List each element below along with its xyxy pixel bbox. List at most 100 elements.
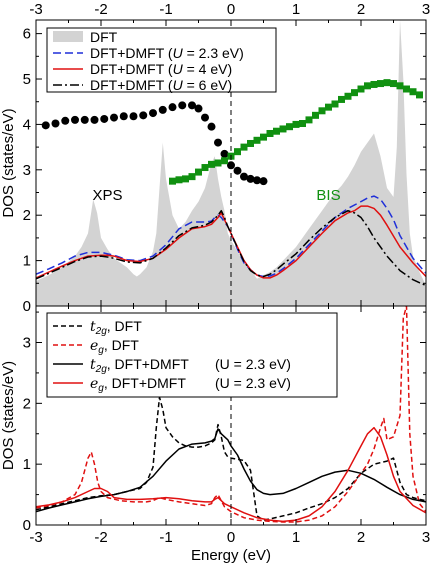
x-axis-title: Energy (eV) <box>191 547 271 564</box>
series-bis-point <box>377 80 384 88</box>
legend-symbol: t <box>90 357 96 373</box>
series-bis-point <box>286 123 293 131</box>
legend-label-text: , DFT+DMFT <box>104 375 186 391</box>
x-top-tick-label: -2 <box>94 1 107 18</box>
series-xps-point <box>41 121 50 130</box>
legend-label-var: U <box>173 45 184 61</box>
legend-label: DFT <box>90 29 118 45</box>
legend-label: t2g, DFT+DMFT (U = 2.3 eV) <box>90 356 291 375</box>
series-bis-point <box>188 173 196 181</box>
series-bis-point <box>390 80 397 88</box>
legend-subscript: g <box>98 345 104 356</box>
series-bis-point <box>370 80 378 88</box>
series-xps-point <box>240 172 248 181</box>
series-xps-point <box>71 115 79 124</box>
legend-box <box>46 27 277 93</box>
legend-label-text: , DFT <box>104 337 139 353</box>
series-bis-point <box>325 103 332 111</box>
x-tick-label: 0 <box>227 529 235 546</box>
legend-subscript: g <box>98 383 104 394</box>
series-bis-point <box>409 88 417 96</box>
series-bis-point <box>305 116 313 124</box>
legend-box <box>46 312 338 398</box>
series-bis-point <box>234 148 241 156</box>
legend-label: t2g, DFT <box>90 318 142 337</box>
annotation-xps: XPS <box>92 187 122 204</box>
series-bis-point <box>279 125 287 133</box>
y-tick-label: 6 <box>23 26 31 43</box>
legend-label-text: , DFT <box>107 318 142 334</box>
series-bis-point <box>175 176 183 184</box>
series-bis-point <box>351 89 358 97</box>
series-dft-dmft-u-6-ev--line <box>36 209 426 287</box>
legend-swatch <box>53 31 83 42</box>
annotation-bis: BIS <box>316 187 340 204</box>
y-axis-title: DOS (states/eV) <box>0 108 17 217</box>
series-xps-point <box>139 111 148 120</box>
series-xps-point <box>220 149 229 158</box>
series-xps-point <box>51 119 60 128</box>
legend-label: DFT+DMFT (U = 2.3 eV) <box>90 45 244 61</box>
legend-label: DFT+DMFT (U = 6 eV) <box>90 77 232 93</box>
x-tick-label: 2 <box>357 529 365 546</box>
x-top-tick-label: 2 <box>357 1 365 18</box>
series-xps-point <box>90 115 99 124</box>
legend-label-text: = 6 eV) <box>183 77 232 93</box>
series-bis-point <box>273 127 280 135</box>
legend-subscript: 2g <box>95 326 108 337</box>
series-bis-point <box>214 159 222 167</box>
x-tick-label: 1 <box>292 529 300 546</box>
series-bis-point <box>247 139 254 147</box>
x-tick-label: -1 <box>159 529 172 546</box>
series-xps-point <box>80 115 89 124</box>
x-top-tick-label: -3 <box>29 1 42 18</box>
legend-label-var: U <box>173 77 184 93</box>
legend-label-var: U <box>173 61 184 77</box>
series-xps-point <box>233 166 242 175</box>
legend-label-text: DFT+DMFT ( <box>90 61 173 77</box>
series-bis-point <box>208 160 215 168</box>
series-bis-point <box>383 79 391 87</box>
series-dft-area <box>36 20 426 306</box>
y-tick-label: 1 <box>23 253 31 270</box>
x-top-tick-label: -1 <box>159 1 172 18</box>
series-t2g-dft-line <box>36 396 426 521</box>
legend-label-text: DFT <box>90 29 118 45</box>
legend-param: (U = 2.3 eV) <box>215 356 291 372</box>
legend-label-text: = 4 eV) <box>183 61 232 77</box>
series-eg-dft-line <box>36 306 426 523</box>
y-tick-label: 3 <box>23 162 31 179</box>
series-xps-point <box>129 112 138 121</box>
series-xps-point <box>168 103 177 112</box>
series-bis-point <box>357 85 365 93</box>
legend-label-text: = 2.3 eV) <box>183 45 244 61</box>
legend-param: (U = 2.3 eV) <box>215 375 291 391</box>
series-xps-point <box>178 101 187 110</box>
series-xps-point <box>188 101 196 110</box>
series-bis-point <box>260 133 267 141</box>
y-tick-label: 3 <box>23 335 31 352</box>
top-panel: -3 -2 -1 0 1 2 3 0 1 2 3 4 5 6 DOS (states/eV) XPS BIS DF… <box>0 1 430 315</box>
series-t2g-dft-dmft-u-2-3-ev--line <box>36 428 426 513</box>
y-tick-label: 0 <box>23 298 31 315</box>
series-bis-point <box>318 107 326 115</box>
y-tick-label: 1 <box>23 456 31 473</box>
series-xps-point <box>246 174 255 183</box>
series-bis-point <box>344 92 352 100</box>
series-bis-point <box>338 95 345 103</box>
series-bis-point <box>292 120 300 128</box>
series-bis-point <box>312 111 319 119</box>
series-xps-point <box>201 113 209 122</box>
legend-symbol: e <box>90 338 98 354</box>
x-tick-label: -2 <box>94 529 107 546</box>
series-xps-point <box>61 116 70 125</box>
series-xps-point <box>110 113 118 122</box>
legend-label-text: , DFT+DMFT <box>107 356 189 372</box>
plot-area <box>36 306 426 525</box>
legend-label: eg, DFT <box>90 337 139 356</box>
series-bis-point <box>201 164 209 172</box>
series-bis-point <box>253 136 261 144</box>
